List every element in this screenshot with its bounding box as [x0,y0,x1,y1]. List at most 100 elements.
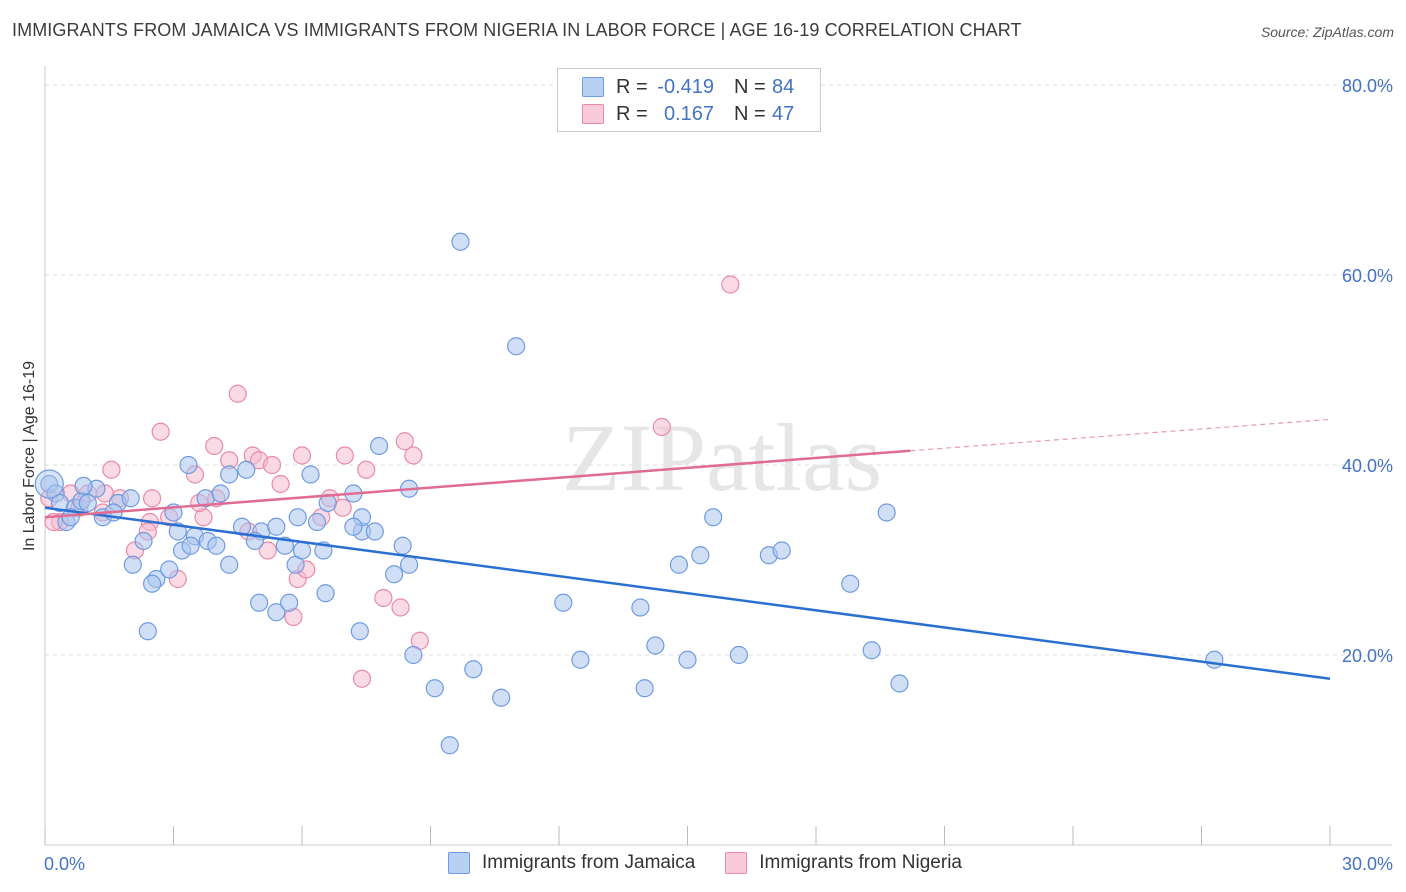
jamaica-point [344,517,363,536]
jamaica-point [134,531,153,551]
jamaica-point [78,493,97,513]
n-value: 47 [772,102,795,125]
jamaica-point [370,436,389,456]
jamaica-point [280,593,299,612]
jamaica-point [250,593,269,612]
jamaica-point [704,508,723,527]
x-tick-label: 0.0% [44,854,85,874]
jamaica-point [772,541,791,560]
jamaica-point [890,674,909,693]
nigeria-swatch [582,104,604,124]
nigeria-point [292,446,312,465]
jamaica-swatch [448,852,470,874]
jamaica-point [350,622,369,641]
jamaica-point [267,603,286,622]
y-tick-labels: 20.0% 40.0% 60.0% 80.0% [1342,76,1393,666]
jamaica-point [425,679,444,698]
jamaica-point [384,565,404,584]
r-value: 0.167 [663,102,714,125]
nigeria-point [395,432,414,451]
y-tick-label: 40.0% [1342,456,1393,476]
jamaica-point [862,641,881,660]
jamaica-point [877,503,896,522]
jamaica-point [211,484,230,503]
nigeria-point [151,422,170,441]
r-label: R = [616,75,648,98]
y-tick-label: 20.0% [1342,646,1393,666]
jamaica-point [288,508,307,527]
jamaica-point [393,536,412,555]
jamaica-point [492,688,511,707]
jamaica-point [74,476,93,495]
n-label: N = [734,102,766,125]
jamaica-point [160,560,179,579]
jamaica-point [635,679,654,698]
nigeria-point [333,498,352,517]
nigeria-trend-extension [910,418,1331,452]
nigeria-point [102,460,121,479]
legend-row-nigeria: R = 0.167 N = 47 [582,102,794,126]
jamaica-point [121,489,140,508]
jamaica-point [292,541,312,560]
jamaica-point [451,232,470,251]
gridlines [45,84,1392,656]
jamaica-point [571,650,590,669]
chart-title: IMMIGRANTS FROM JAMAICA VS IMMIGRANTS FR… [12,20,1022,40]
jamaica-point [729,645,749,665]
nigeria-point [721,275,740,294]
jamaica-point [678,650,697,669]
jamaica-point [181,536,200,555]
jamaica-point [554,593,573,612]
jamaica-point [142,574,162,593]
jamaica-point [123,555,142,574]
x-tick-labels: 0.0% 30.0% [44,854,1393,874]
n-value: 84 [772,75,795,98]
nigeria-point [262,455,282,475]
jamaica-point [301,465,320,484]
series-legend: Immigrants from Jamaica Immigrants from … [448,852,992,874]
jamaica-trend-line [44,506,1331,680]
y-axis-label: In Labor Force | Age 16-19 [21,361,38,551]
correlation-legend: R = -0.419 N = 84 R = 0.167 N = 47 [557,68,821,132]
axes [44,66,1392,846]
legend-item-jamaica[interactable]: Immigrants from Jamaica [448,852,695,874]
jamaica-point [646,636,665,655]
nigeria-swatch [725,852,748,874]
legend-item-nigeria[interactable]: Immigrants from Nigeria [725,852,962,874]
legend-label: Immigrants from Jamaica [482,852,696,873]
jamaica-point [316,584,335,603]
jamaica-point [631,598,650,617]
n-label: N = [734,75,766,98]
nigeria-point [357,460,376,479]
nigeria-point [404,446,423,465]
nigeria-point [228,384,247,403]
jamaica-point [61,508,80,527]
nigeria-point [374,588,393,608]
jamaica-point [207,536,226,555]
nigeria-point [258,541,277,560]
jamaica-point [399,555,419,574]
y-tick-label: 60.0% [1342,266,1393,286]
jamaica-point [267,517,286,536]
nigeria-point [652,417,671,437]
nigeria-point [352,669,372,688]
y-tick-label: 80.0% [1342,76,1393,96]
jamaica-point [507,337,526,356]
jamaica-point [1205,650,1224,669]
jamaica-point [179,455,198,475]
nigeria-points [40,275,740,688]
nigeria-point [271,474,290,494]
nigeria-point [391,598,410,617]
jamaica-point [691,546,710,565]
jamaica-point [464,660,483,679]
legend-row-jamaica: R = -0.419 N = 84 [582,75,794,99]
trend-lines [44,418,1331,680]
jamaica-swatch [582,77,604,97]
r-value: -0.419 [657,75,714,98]
jamaica-point [307,512,327,532]
jamaica-point [440,736,459,755]
nigeria-point [142,489,162,508]
jamaica-point [237,460,256,479]
jamaica-point [404,645,423,665]
